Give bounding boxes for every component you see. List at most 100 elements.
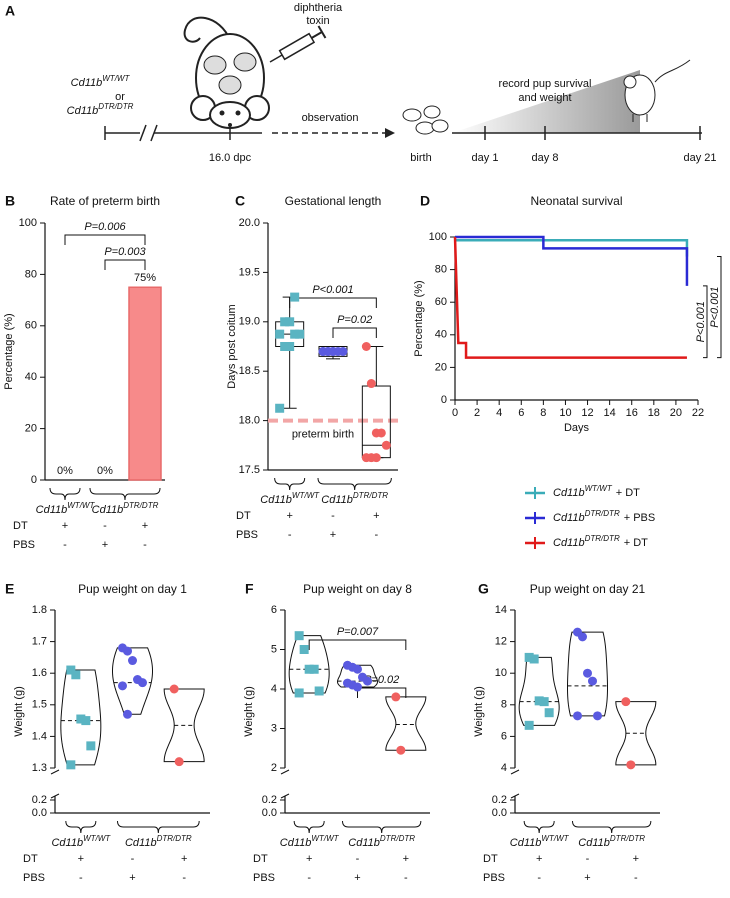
y-axis-label: Weight (g) [473, 686, 485, 737]
genotype-sup: WT/WT [102, 74, 130, 83]
genotype-sup: DTR/DTR [610, 834, 645, 843]
treatment-sign: - [404, 872, 408, 884]
mouse-eye [235, 110, 241, 116]
data-point [86, 741, 96, 751]
data-point [138, 678, 147, 688]
treatment-label: PBS [13, 539, 35, 551]
y-axis-label: Percentage (%) [413, 280, 425, 356]
data-point [534, 696, 544, 706]
data-point [71, 670, 81, 680]
genotype-base: Cd11b [321, 494, 353, 506]
genotype-rest: + PBS [624, 512, 656, 524]
genotype-base: Cd11b [71, 77, 103, 89]
treatment-sign: - [331, 510, 335, 522]
data-point [353, 664, 362, 674]
pup [431, 119, 449, 133]
genotype-sup: WT/WT [83, 834, 111, 843]
toxin-label: toxin [306, 15, 329, 27]
significance-label: P<0.001 [709, 286, 721, 327]
y-tick-label: 0.0 [492, 807, 507, 819]
genotype-label: Cd11bWT/WT [260, 491, 320, 506]
day-label: day 8 [532, 152, 559, 164]
genotype-sup: WT/WT [541, 834, 569, 843]
genotype-label: Cd11bWT/WT [51, 834, 111, 849]
y-tick-label: 80 [25, 268, 37, 280]
y-tick-label: 3 [271, 722, 277, 734]
treatment-sign: - [182, 872, 186, 884]
genotype-label: Cd11bDTR/DTR + PBS [553, 509, 655, 524]
genotype-sup: DTR/DTR [585, 509, 620, 518]
genotype-label: Cd11bWT/WT [510, 834, 570, 849]
or-label: or [115, 91, 125, 103]
y-tick-label: 40 [25, 371, 37, 383]
data-point [280, 317, 290, 327]
timepoint-label: 16.0 dpc [209, 152, 252, 164]
data-point [290, 329, 300, 339]
data-point [396, 745, 406, 755]
panel-letter: G [478, 581, 489, 597]
genotype-sup: WT/WT [311, 834, 339, 843]
treatment-sign: + [330, 529, 336, 541]
timeline-break [139, 124, 147, 142]
y-axis-label: Weight (g) [243, 686, 255, 737]
x-tick-label: 2 [474, 407, 480, 419]
treatment-label: PBS [23, 872, 45, 884]
value-label: 0% [57, 465, 73, 477]
treatment-sign: + [536, 853, 542, 865]
x-tick-label: 6 [518, 407, 524, 419]
fetus [218, 75, 242, 95]
treatment-sign: + [354, 872, 360, 884]
growth-triangle [452, 70, 640, 133]
treatment-label: DT [23, 853, 38, 865]
genotype-bracket [65, 820, 97, 834]
reference-label: preterm birth [292, 429, 354, 441]
y-tick-label: 80 [435, 264, 447, 276]
value-label: 0% [97, 465, 113, 477]
data-point [128, 656, 137, 666]
data-point [275, 329, 285, 339]
panel-letter: C [235, 193, 245, 209]
y-tick-label: 1.7 [32, 636, 47, 648]
treatment-sign: + [584, 872, 590, 884]
y-axis-label: Days post coitum [226, 304, 238, 388]
treatment-sign: + [373, 510, 379, 522]
panel-letter: D [420, 193, 430, 209]
data-point [366, 379, 376, 389]
data-point [544, 708, 554, 718]
genotype-rest: + DT [624, 537, 648, 549]
data-point [588, 676, 597, 686]
y-tick-label: 20 [435, 361, 447, 373]
y-tick-label: 20.0 [239, 217, 260, 229]
treatment-label: PBS [483, 872, 505, 884]
treatment-label: PBS [253, 872, 275, 884]
y-tick-label: 0.0 [32, 807, 47, 819]
panel-letter: E [5, 581, 14, 597]
genotype-bracket [49, 487, 81, 501]
y-axis-label: Percentage (%) [3, 313, 15, 389]
y-tick-label: 100 [19, 217, 37, 229]
y-tick-label: 1.8 [32, 604, 47, 616]
toxin-label: diphtheria [294, 2, 343, 14]
significance-bracket [104, 259, 146, 270]
significance-label: P=0.02 [364, 674, 399, 686]
x-tick-label: 18 [648, 407, 660, 419]
data-point [573, 711, 582, 721]
genotype-bracket [293, 820, 325, 834]
y-tick-label: 0 [31, 474, 37, 486]
genotype-base: Cd11b [578, 837, 610, 849]
y-tick-label: 8 [501, 699, 507, 711]
data-point [294, 688, 304, 698]
y-tick-label: 1.4 [32, 730, 47, 742]
genotype-label: Cd11bWT/WT + DT [553, 484, 640, 499]
y-axis-label: Weight (g) [13, 686, 25, 737]
mouse-ear [623, 75, 637, 89]
significance-label: P<0.001 [312, 284, 353, 296]
chart-title: Pup weight on day 8 [303, 582, 412, 596]
x-tick-label: 12 [581, 407, 593, 419]
x-axis-label: Days [564, 422, 590, 434]
pup [423, 105, 441, 119]
bar [128, 286, 162, 481]
genotype-bracket [274, 477, 306, 491]
data-point [363, 676, 372, 686]
data-point [539, 697, 549, 707]
